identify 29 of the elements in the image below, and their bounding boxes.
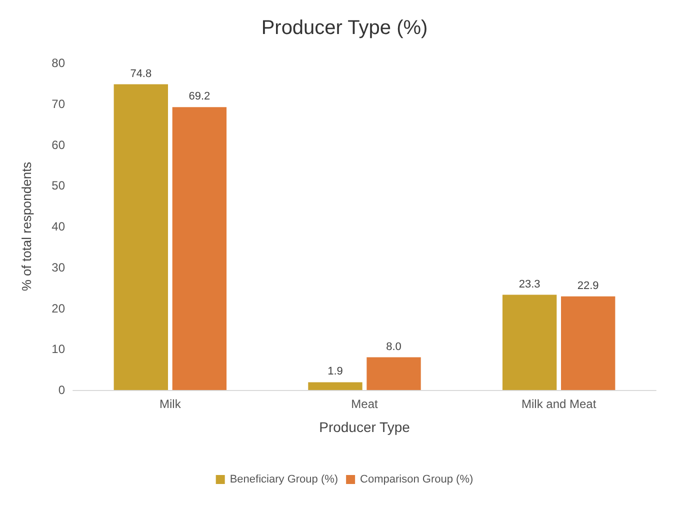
- y-tick-label: 20: [52, 301, 66, 316]
- legend-label: Beneficiary Group (%): [230, 474, 338, 486]
- x-axis-title: Producer Type: [319, 419, 410, 435]
- y-tick-label: 50: [52, 178, 66, 193]
- x-tick-label: Meat: [351, 397, 378, 411]
- chart-title: Producer Type (%): [261, 17, 428, 39]
- bar: [172, 107, 227, 390]
- data-label: 23.3: [518, 278, 540, 290]
- bar: [561, 296, 616, 390]
- y-tick-label: 60: [52, 138, 66, 152]
- y-tick-label: 0: [58, 383, 66, 397]
- x-tick-label: Milk and Meat: [521, 397, 597, 411]
- y-tick-label: 30: [52, 260, 66, 274]
- legend-label: Comparison Group (%): [360, 474, 474, 486]
- x-tick-label: Milk: [160, 397, 182, 411]
- y-tick-label: 40: [52, 220, 66, 234]
- data-label: 1.9: [328, 366, 343, 378]
- data-label: 74.8: [130, 68, 152, 80]
- y-tick-label: 10: [52, 342, 66, 356]
- y-tick-label: 70: [52, 96, 66, 111]
- data-label: 69.2: [188, 90, 210, 103]
- y-axis-title: % of total respondents: [19, 161, 34, 292]
- bar: [114, 84, 168, 390]
- y-tick-label: 80: [52, 56, 66, 70]
- data-label: 8.0: [386, 340, 402, 353]
- data-label: 22.9: [577, 280, 599, 292]
- bar: [366, 357, 421, 390]
- bar: [308, 382, 362, 390]
- bar: [502, 294, 557, 390]
